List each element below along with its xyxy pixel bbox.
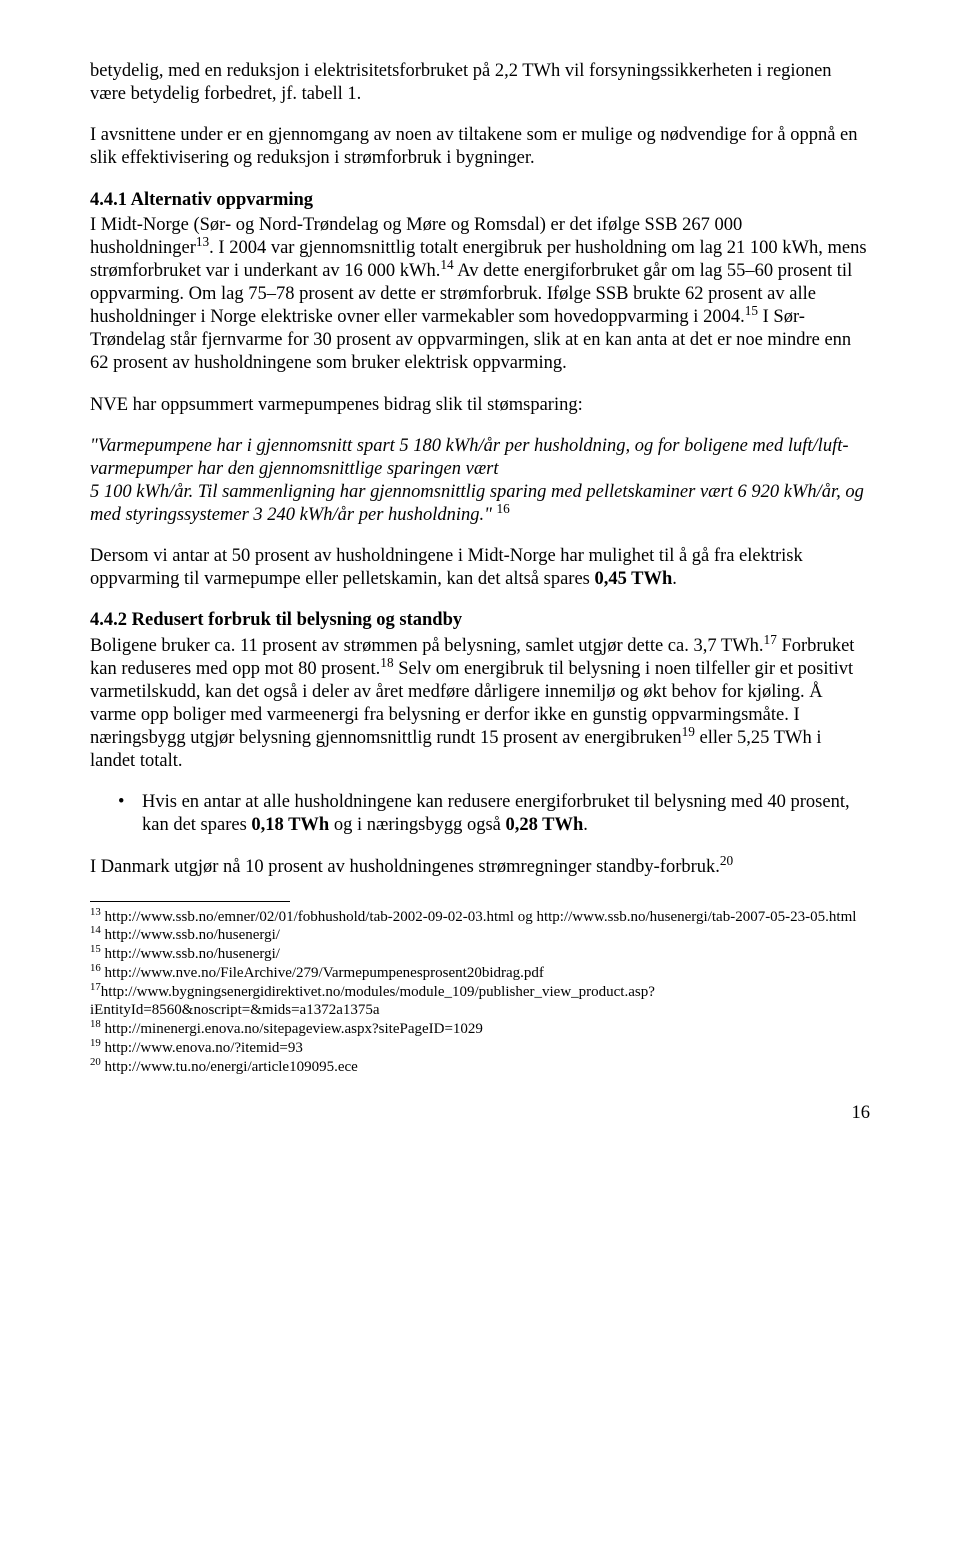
text: Dersom vi antar at 50 prosent av hushold… (90, 546, 803, 589)
heading-4-4-1: 4.4.1 Alternativ oppvarming (90, 189, 870, 212)
bold-value: 0,45 TWh (595, 569, 673, 589)
page-container: betydelig, med en reduksjon i elektrisit… (0, 0, 960, 1166)
text: NVE har oppsummert varmepumpenes bidrag … (90, 395, 583, 415)
fn-text: http://www.ssb.no/husenergi/ (101, 946, 280, 962)
footnote-14: 14 http://www.ssb.no/husenergi/ (90, 926, 870, 945)
footnote-17: 17http://www.bygningsenergidirektivet.no… (90, 983, 870, 1021)
fn-sup: 13 (90, 906, 101, 918)
text: . (672, 569, 677, 589)
footnote-19: 19 http://www.enova.no/?itemid=93 (90, 1039, 870, 1058)
superscript-13: 13 (196, 234, 209, 249)
paragraph-442: Boligene bruker ca. 11 prosent av strømm… (90, 635, 870, 774)
text: betydelig, med en reduksjon i elektrisit… (90, 61, 832, 104)
footnote-18: 18 http://minenergi.enova.no/sitepagevie… (90, 1020, 870, 1039)
bullet-marker: • (118, 791, 142, 837)
footnote-15: 15 http://www.ssb.no/husenergi/ (90, 945, 870, 964)
footnote-13: 13 http://www.ssb.no/emner/02/01/fobhush… (90, 908, 870, 927)
superscript-14: 14 (440, 257, 453, 272)
bold-value: 0,18 TWh (251, 815, 329, 835)
text: og i næringsbygg også (329, 815, 505, 835)
footnotes-block: 13 http://www.ssb.no/emner/02/01/fobhush… (90, 908, 870, 1077)
superscript-16: 16 (497, 501, 510, 516)
heading-text: 4.4.1 Alternativ oppvarming (90, 190, 313, 210)
superscript-17: 17 (764, 631, 777, 646)
bold-value: 0,28 TWh (505, 815, 583, 835)
paragraph-intro: betydelig, med en reduksjon i elektrisit… (90, 60, 870, 106)
bullet-item: • Hvis en antar at alle husholdningene k… (90, 791, 870, 837)
quote-text: 5 100 kWh/år. Til sammenligning har gjen… (90, 482, 864, 525)
paragraph-nve: NVE har oppsummert varmepumpenes bidrag … (90, 394, 870, 417)
quote-text: "Varmepumpene har i gjennomsnitt spart 5… (90, 436, 849, 479)
page-number-value: 16 (852, 1103, 871, 1123)
fn-sup: 14 (90, 924, 101, 936)
fn-sup: 20 (90, 1056, 101, 1068)
page-number: 16 (90, 1102, 870, 1125)
paragraph-441: I Midt-Norge (Sør- og Nord-Trøndelag og … (90, 214, 870, 376)
fn-text: http://www.enova.no/?itemid=93 (101, 1040, 303, 1056)
text: I avsnittene under er en gjennomgang av … (90, 125, 858, 168)
text: Boligene bruker ca. 11 prosent av strømm… (90, 636, 764, 656)
heading-text: 4.4.2 Redusert forbruk til belysning og … (90, 610, 462, 630)
fn-text: http://minenergi.enova.no/sitepageview.a… (101, 1021, 483, 1037)
superscript-15: 15 (745, 303, 758, 318)
fn-sup: 17 (90, 981, 101, 993)
heading-4-4-2: 4.4.2 Redusert forbruk til belysning og … (90, 609, 870, 632)
superscript-20: 20 (720, 852, 733, 867)
fn-sup: 18 (90, 1018, 101, 1030)
paragraph-quote: "Varmepumpene har i gjennomsnitt spart 5… (90, 435, 870, 528)
footnote-16: 16 http://www.nve.no/FileArchive/279/Var… (90, 964, 870, 983)
footnote-separator (90, 901, 290, 902)
paragraph-dersom: Dersom vi antar at 50 prosent av hushold… (90, 545, 870, 591)
superscript-19: 19 (682, 724, 695, 739)
paragraph-avsnitt: I avsnittene under er en gjennomgang av … (90, 124, 870, 170)
fn-sup: 19 (90, 1037, 101, 1049)
fn-text: http://www.bygningsenergidirektivet.no/m… (90, 984, 655, 1019)
bullet-text: Hvis en antar at alle husholdningene kan… (142, 791, 870, 837)
paragraph-denmark: I Danmark utgjør nå 10 prosent av hushol… (90, 856, 870, 879)
text: . (583, 815, 588, 835)
fn-text: http://www.ssb.no/husenergi/ (101, 927, 280, 943)
superscript-18: 18 (380, 654, 393, 669)
fn-sup: 16 (90, 962, 101, 974)
text: I Danmark utgjør nå 10 prosent av hushol… (90, 857, 720, 877)
fn-text: http://www.tu.no/energi/article109095.ec… (101, 1059, 358, 1075)
fn-text: http://www.ssb.no/emner/02/01/fobhushold… (101, 909, 857, 925)
footnote-20: 20 http://www.tu.no/energi/article109095… (90, 1058, 870, 1077)
fn-sup: 15 (90, 943, 101, 955)
fn-text: http://www.nve.no/FileArchive/279/Varmep… (101, 965, 544, 981)
